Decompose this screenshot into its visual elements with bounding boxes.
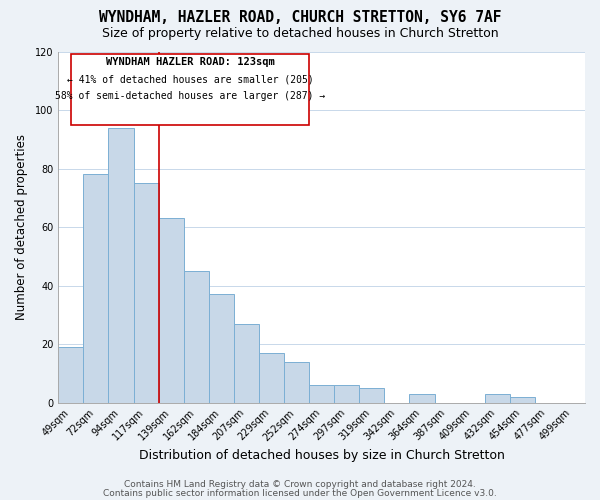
Bar	[409, 394, 434, 402]
FancyBboxPatch shape	[71, 54, 309, 124]
Bar	[309, 385, 334, 402]
Text: 58% of semi-detached houses are larger (287) →: 58% of semi-detached houses are larger (…	[55, 91, 325, 101]
Bar	[158, 218, 184, 402]
Bar	[83, 174, 109, 402]
X-axis label: Distribution of detached houses by size in Church Stretton: Distribution of detached houses by size …	[139, 450, 505, 462]
Bar	[359, 388, 385, 402]
Text: Contains HM Land Registry data © Crown copyright and database right 2024.: Contains HM Land Registry data © Crown c…	[124, 480, 476, 489]
Bar	[234, 324, 259, 402]
Bar	[209, 294, 234, 403]
Bar	[259, 353, 284, 403]
Bar	[510, 397, 535, 402]
Text: ← 41% of detached houses are smaller (205): ← 41% of detached houses are smaller (20…	[67, 75, 313, 85]
Bar	[134, 183, 158, 402]
Bar	[184, 271, 209, 402]
Text: WYNDHAM HAZLER ROAD: 123sqm: WYNDHAM HAZLER ROAD: 123sqm	[106, 58, 274, 68]
Y-axis label: Number of detached properties: Number of detached properties	[15, 134, 28, 320]
Bar	[58, 347, 83, 403]
Bar	[284, 362, 309, 403]
Bar	[109, 128, 134, 402]
Bar	[334, 385, 359, 402]
Bar	[485, 394, 510, 402]
Text: Contains public sector information licensed under the Open Government Licence v3: Contains public sector information licen…	[103, 488, 497, 498]
Text: Size of property relative to detached houses in Church Stretton: Size of property relative to detached ho…	[101, 28, 499, 40]
Text: WYNDHAM, HAZLER ROAD, CHURCH STRETTON, SY6 7AF: WYNDHAM, HAZLER ROAD, CHURCH STRETTON, S…	[99, 10, 501, 25]
